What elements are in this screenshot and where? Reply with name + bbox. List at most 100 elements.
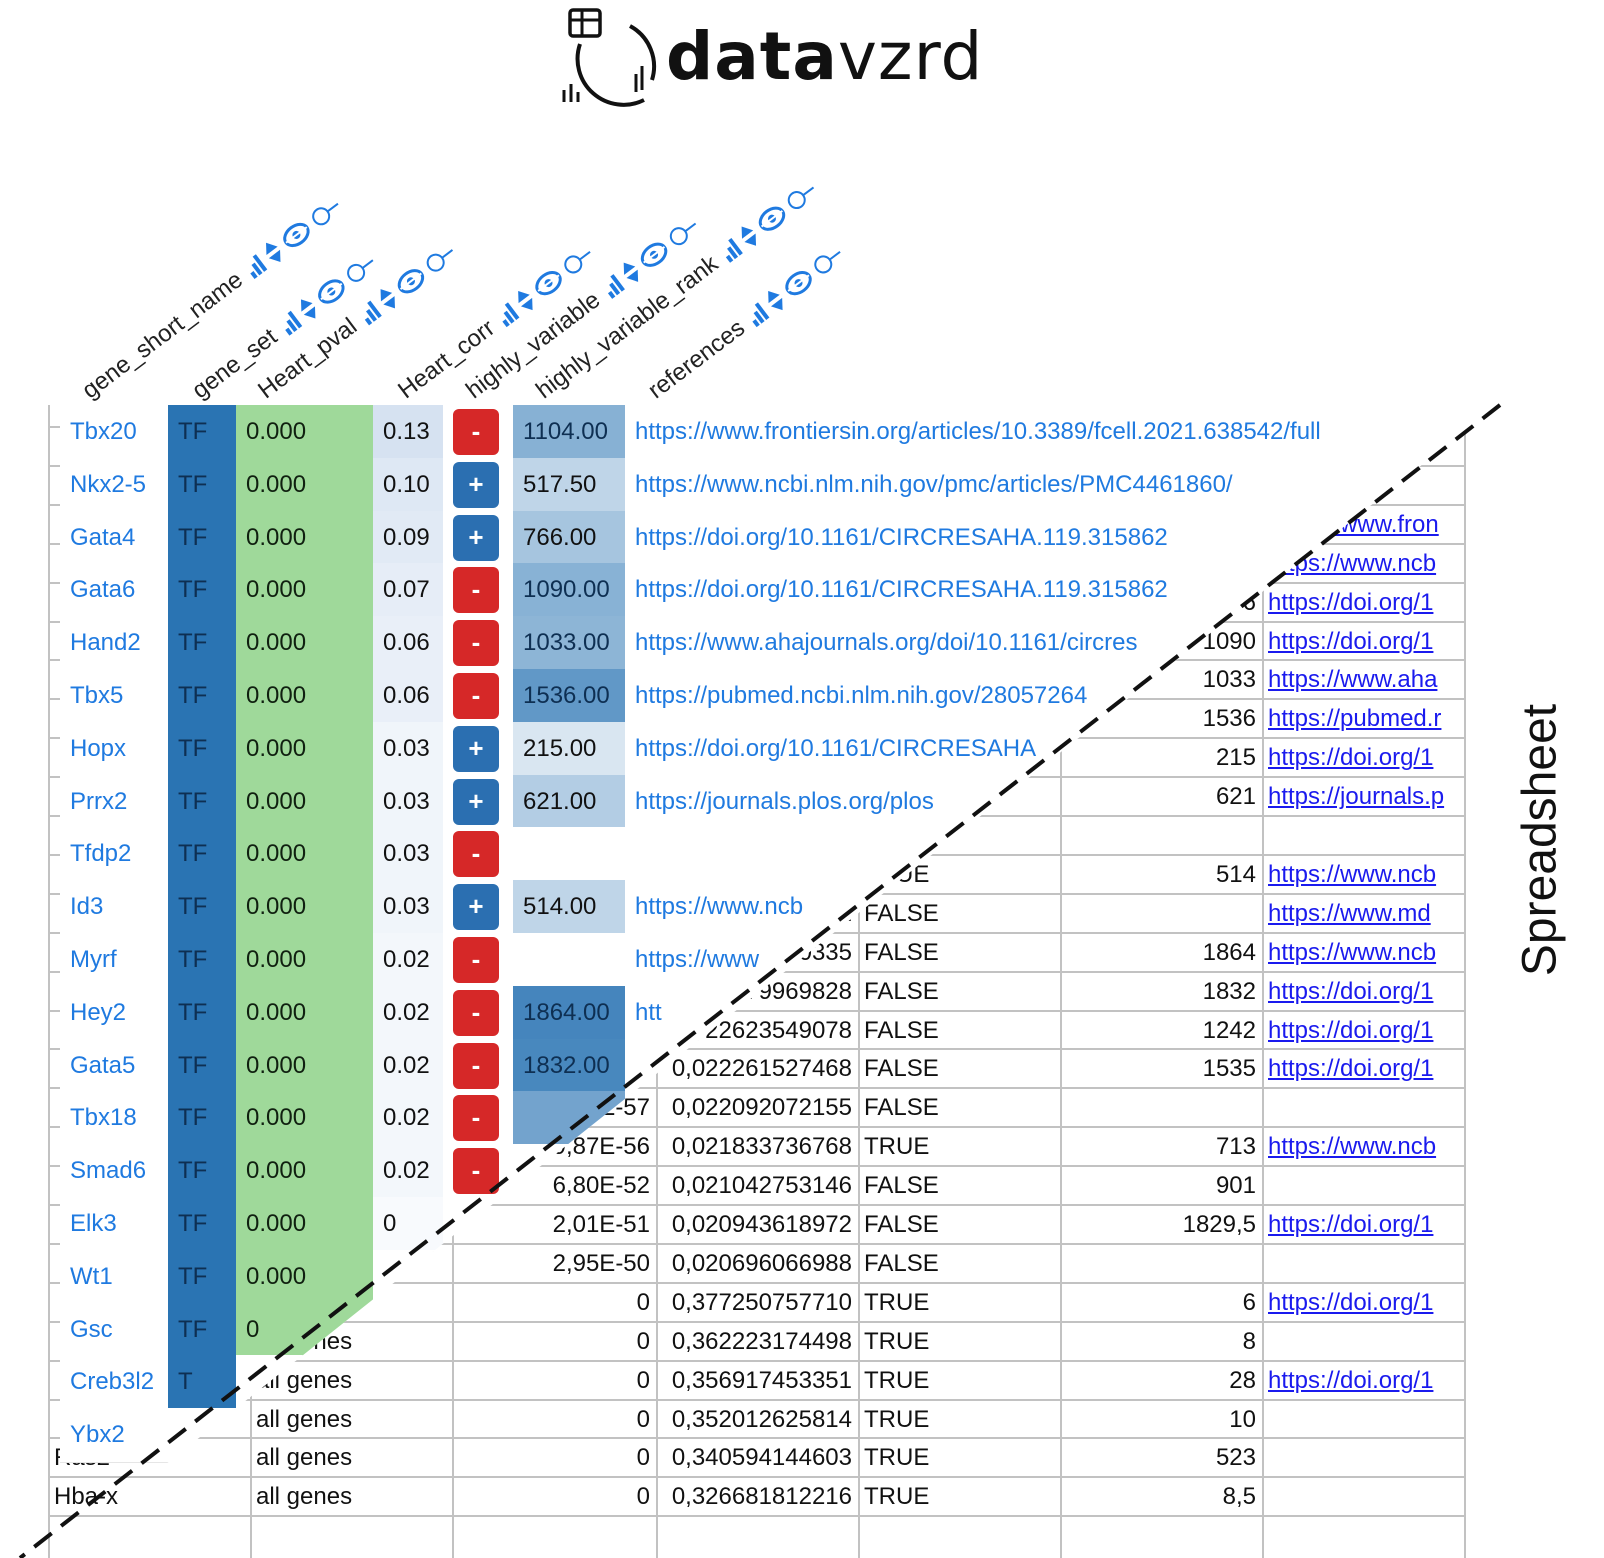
hide-column-icon[interactable] bbox=[530, 265, 567, 301]
sort-icon[interactable] bbox=[294, 294, 322, 324]
sort-icon[interactable] bbox=[511, 285, 539, 315]
gene-name-link[interactable]: Smad6 bbox=[70, 1157, 147, 1184]
sheet-cell-hv: TRUE bbox=[864, 1483, 930, 1510]
highly-variable-cell: - bbox=[443, 616, 513, 669]
highly-variable-rank-cell: 1104.00 bbox=[513, 405, 625, 458]
gene-name-link[interactable]: Gsc bbox=[70, 1316, 113, 1343]
sheet-cell-ref[interactable]: https://doi.org/1 bbox=[1268, 744, 1434, 771]
gene-name-link[interactable]: Gata6 bbox=[70, 576, 136, 603]
sort-icon[interactable] bbox=[617, 257, 645, 287]
heart-pval-cell: 0.000 bbox=[236, 458, 373, 511]
heart-corr-cell: 0.02 bbox=[373, 986, 443, 1039]
sheet-cell-ref[interactable]: https://doi.org/1 bbox=[1268, 1289, 1434, 1316]
sheet-cell-ref[interactable]: https://pubmed.r bbox=[1268, 705, 1442, 732]
reference-link[interactable]: https://doi.org/10.1161/CIRCRESAHA.119.3… bbox=[635, 524, 1168, 551]
gene-name-link[interactable]: Elk3 bbox=[70, 1210, 117, 1237]
heart-pval-cell: 0.000 bbox=[236, 563, 373, 616]
highly-variable-cell: + bbox=[443, 722, 513, 775]
sort-icon[interactable] bbox=[761, 285, 789, 315]
sort-icon[interactable] bbox=[735, 221, 763, 251]
plot-bar-icon[interactable] bbox=[493, 300, 521, 328]
hide-column-icon[interactable] bbox=[753, 201, 790, 237]
sheet-cell-ref[interactable]: https://www.md bbox=[1268, 900, 1431, 927]
reference-link[interactable]: https://doi.org/10.1161/CIRCRESAHA bbox=[635, 735, 1037, 762]
sheet-cell-ref[interactable]: https://doi.org/1 bbox=[1268, 628, 1434, 655]
search-filter-icon[interactable] bbox=[421, 241, 460, 278]
gene-name-link[interactable]: Creb3l2 bbox=[70, 1368, 155, 1395]
search-filter-icon[interactable] bbox=[809, 242, 848, 279]
hide-column-icon[interactable] bbox=[313, 274, 350, 310]
sort-icon[interactable] bbox=[259, 237, 287, 267]
sheet-cell-ref[interactable]: https://doi.org/1 bbox=[1268, 589, 1434, 616]
gene-name-link[interactable]: Tbx5 bbox=[70, 682, 124, 709]
plot-bar-icon[interactable] bbox=[599, 272, 627, 300]
hide-column-icon[interactable] bbox=[278, 217, 315, 253]
sheet-cell-ref[interactable]: https://www.ncb bbox=[1268, 861, 1437, 888]
search-filter-icon[interactable] bbox=[341, 251, 380, 288]
sheet-cell-ref[interactable]: https://www.ncb bbox=[1268, 939, 1437, 966]
plot-bar-icon[interactable] bbox=[276, 309, 304, 337]
reference-link[interactable]: https://doi.org/10.1161/CIRCRESAHA.119.3… bbox=[635, 576, 1168, 603]
hide-column-icon[interactable] bbox=[780, 265, 817, 301]
gene-name-link[interactable]: Nkx2-5 bbox=[70, 471, 147, 498]
reference-link[interactable]: https://www.ncb bbox=[635, 893, 804, 920]
sort-icon[interactable] bbox=[374, 283, 402, 313]
heart-pval-cell: 0.000 bbox=[236, 986, 373, 1039]
sheet-cell-hv: TRUE bbox=[864, 1406, 930, 1433]
reference-link[interactable]: htt bbox=[635, 999, 662, 1026]
gene-name-link[interactable]: Myrf bbox=[70, 946, 117, 973]
sheet-cell-ref[interactable]: https://doi.org/1 bbox=[1268, 1211, 1434, 1238]
sheet-cell-rank: 10 bbox=[1229, 1406, 1256, 1433]
sheet-cell-rank: 523 bbox=[1215, 1444, 1256, 1471]
gene-name-link[interactable]: Tbx18 bbox=[70, 1104, 137, 1131]
sheet-cell-ref[interactable]: https://doi.org/1 bbox=[1268, 1055, 1434, 1082]
gene-name-link[interactable]: Hey2 bbox=[70, 999, 127, 1026]
sheet-cell-corr: 0,356917453351 bbox=[671, 1367, 852, 1394]
hide-column-icon[interactable] bbox=[392, 263, 429, 299]
sheet-cell-rank: 8 bbox=[1242, 1328, 1256, 1355]
sheet-cell-hv: FALSE bbox=[864, 900, 939, 927]
reference-link[interactable]: https://pubmed.ncbi.nlm.nih.gov/28057264 bbox=[635, 682, 1088, 709]
reference-link[interactable]: https://www.frontiersin.org/articles/10.… bbox=[635, 418, 1321, 445]
table-row: Nkx2-5 TF 0.000 0.10 +517.50 https://www.ncbi… bbox=[60, 458, 1500, 513]
gene-name-link[interactable]: Tbx20 bbox=[70, 418, 137, 445]
sheet-cell-ref[interactable]: https://doi.org/1 bbox=[1268, 1017, 1434, 1044]
search-filter-icon[interactable] bbox=[307, 194, 346, 231]
sheet-cell-rank: 215 bbox=[1215, 744, 1256, 771]
sheet-cell-pval: 0 bbox=[636, 1367, 650, 1394]
search-filter-icon[interactable] bbox=[782, 178, 821, 215]
highly-variable-cell: - bbox=[443, 563, 513, 616]
sheet-cell-ref[interactable]: https://doi.org/1 bbox=[1268, 1367, 1434, 1394]
reference-link[interactable]: https://www.ahajournals.org/doi/10.1161/… bbox=[635, 629, 1138, 656]
sheet-cell-ref[interactable]: https://www.ncb bbox=[1268, 1133, 1437, 1160]
sheet-cell-ref[interactable]: https://doi.org/1 bbox=[1268, 978, 1434, 1005]
sheet-cell-corr: 0,362223174498 bbox=[671, 1328, 852, 1355]
heart-pval-cell: 0.000 bbox=[236, 775, 373, 828]
search-filter-icon[interactable] bbox=[559, 242, 598, 279]
hide-column-icon[interactable] bbox=[636, 237, 673, 273]
reference-link[interactable]: https://journals.plos.org/plos bbox=[635, 788, 934, 815]
gene-name-link[interactable]: Hand2 bbox=[70, 629, 141, 656]
gene-name-link[interactable]: Wt1 bbox=[70, 1263, 113, 1290]
heart-pval-cell: 0.000 bbox=[236, 880, 373, 933]
heart-pval-cell: 0.000 bbox=[236, 827, 373, 880]
plot-bar-icon[interactable] bbox=[241, 252, 269, 280]
gene-name-link[interactable]: Id3 bbox=[70, 893, 104, 920]
gene-name-link[interactable]: Prrx2 bbox=[70, 788, 128, 815]
gene-name-link[interactable]: Gata4 bbox=[70, 524, 136, 551]
sheet-grid-hline bbox=[48, 1243, 1466, 1245]
plot-bar-icon[interactable] bbox=[717, 236, 745, 264]
plot-bar-icon[interactable] bbox=[743, 300, 771, 328]
sheet-cell-ref[interactable]: https://www.aha bbox=[1268, 666, 1438, 693]
plus-badge: + bbox=[453, 726, 499, 772]
gene-name-link[interactable]: Gata5 bbox=[70, 1052, 136, 1079]
reference-link[interactable]: https://www.ncbi.nlm.nih.gov/pmc/article… bbox=[635, 471, 1233, 498]
gene-name-link[interactable]: Tfdp2 bbox=[70, 840, 132, 867]
sheet-cell-ref[interactable]: https://journals.p bbox=[1268, 783, 1445, 810]
plot-bar-icon[interactable] bbox=[356, 298, 384, 326]
gene-name-link[interactable]: Ybx2 bbox=[70, 1421, 125, 1448]
reference-link[interactable]: https://www bbox=[635, 946, 760, 973]
search-filter-icon[interactable] bbox=[664, 214, 703, 251]
datavzrd-logo: datavzrd bbox=[560, 4, 982, 114]
gene-name-link[interactable]: Hopx bbox=[70, 735, 127, 762]
